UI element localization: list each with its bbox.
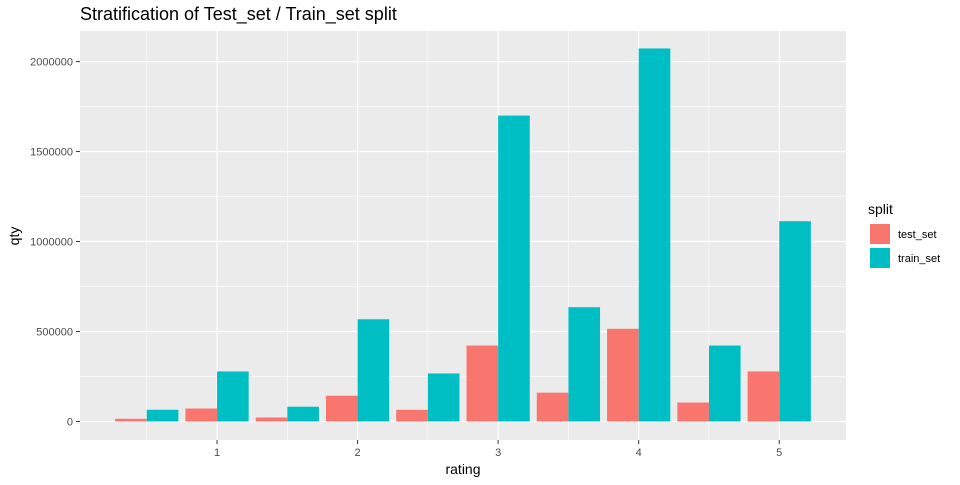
bar-test-set — [536, 392, 569, 422]
bar-train-set — [638, 48, 671, 422]
bar-test-set — [115, 418, 147, 422]
bar-test-set — [396, 409, 428, 422]
bar-train-set — [217, 371, 249, 422]
bar-test-set — [325, 395, 358, 422]
legend-key-test-set — [870, 224, 890, 244]
y-axis-title: qty — [6, 227, 22, 246]
bar-test-set — [607, 328, 639, 422]
x-axis-ticks: 1 2 3 4 5 — [214, 440, 782, 459]
bars — [115, 48, 811, 422]
bar-train-set — [146, 409, 179, 422]
bar-test-set — [185, 408, 218, 422]
x-axis-title: rating — [445, 461, 480, 477]
legend-title: split — [868, 201, 893, 217]
bar-train-set — [427, 373, 460, 422]
x-tick-label: 1 — [214, 447, 220, 459]
y-tick-label: 1500000 — [30, 147, 73, 159]
chart-title: Stratification of Test_set / Train_set s… — [80, 4, 397, 25]
legend-label-test-set: test_set — [898, 229, 937, 241]
bar-train-set — [498, 115, 530, 422]
bar-train-set — [287, 406, 319, 422]
bar-train-set — [779, 221, 811, 422]
x-tick-label: 2 — [355, 447, 361, 459]
legend: split test_set train_set — [868, 201, 940, 268]
bar-test-set — [466, 345, 499, 422]
bar-train-set — [708, 345, 741, 422]
x-tick-label: 4 — [636, 447, 642, 459]
bar-test-set — [747, 371, 780, 422]
bar-train-set — [357, 319, 390, 422]
x-tick-label: 3 — [495, 447, 501, 459]
y-tick-label: 2000000 — [30, 57, 73, 69]
bar-train-set — [568, 307, 601, 422]
y-tick-label: 1000000 — [30, 237, 73, 249]
minor-gridlines — [80, 31, 846, 440]
y-axis-ticks: 0 500000 1000000 1500000 2000000 — [30, 57, 80, 428]
legend-key-train-set — [870, 248, 890, 268]
x-tick-label: 5 — [776, 447, 782, 459]
y-tick-label: 0 — [67, 416, 73, 428]
y-tick-label: 500000 — [36, 326, 73, 338]
legend-label-train-set: train_set — [898, 253, 940, 265]
bar-test-set — [255, 417, 288, 422]
bar-test-set — [677, 402, 709, 422]
